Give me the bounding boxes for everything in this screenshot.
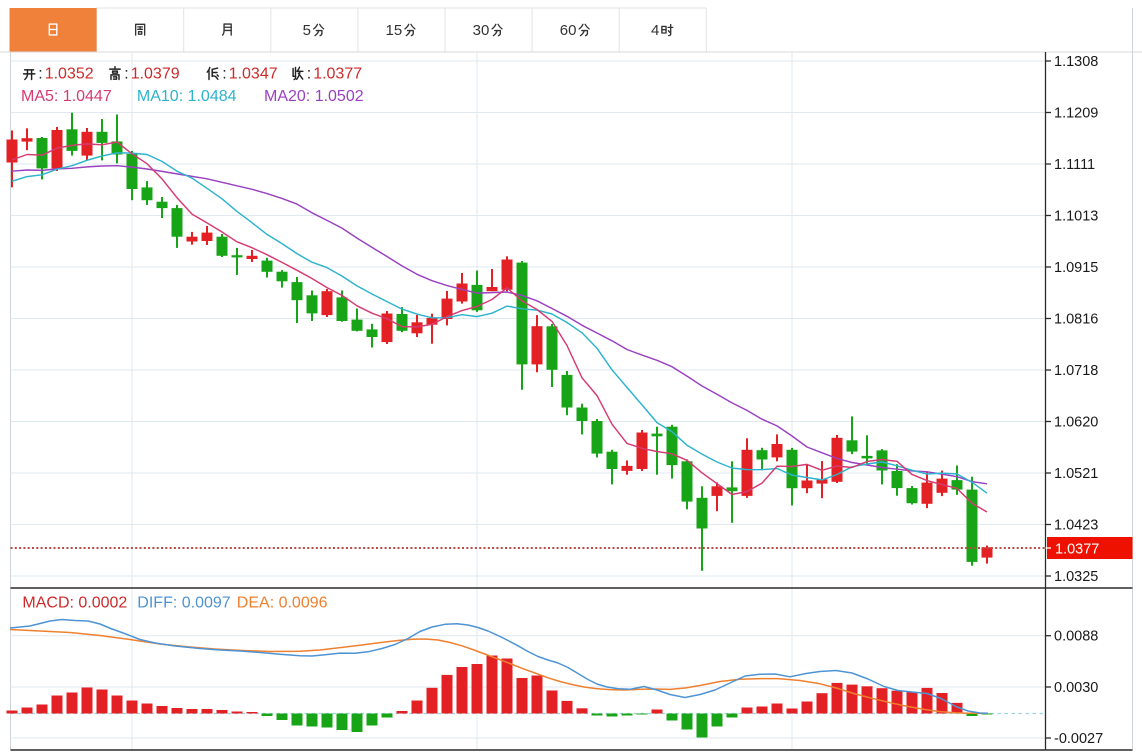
svg-text:MA10: 1.0484: MA10: 1.0484: [137, 88, 237, 105]
svg-text:-0.0027: -0.0027: [1054, 731, 1103, 747]
svg-text:1.0379: 1.0379: [131, 66, 180, 83]
svg-text:1.0347: 1.0347: [229, 66, 278, 83]
svg-text::: :: [38, 66, 42, 83]
svg-text:1.0915: 1.0915: [1054, 260, 1098, 276]
svg-text:1.1111: 1.1111: [1054, 157, 1095, 173]
svg-text:MA5: 1.0447: MA5: 1.0447: [21, 88, 112, 105]
svg-text:15: 15: [386, 22, 403, 39]
svg-text:1.0325: 1.0325: [1054, 569, 1098, 585]
svg-text:1.0718: 1.0718: [1054, 363, 1098, 379]
svg-text:DEA: 0.0096: DEA: 0.0096: [237, 595, 328, 612]
svg-text:1.1209: 1.1209: [1054, 106, 1098, 122]
svg-text:MA20: 1.0502: MA20: 1.0502: [264, 88, 364, 105]
svg-text:60: 60: [560, 22, 577, 39]
svg-text:4: 4: [651, 22, 659, 39]
svg-text::: :: [222, 66, 226, 83]
svg-text::: :: [124, 66, 128, 83]
svg-text:DIFF: 0.0097: DIFF: 0.0097: [137, 595, 230, 612]
svg-text:1.0620: 1.0620: [1054, 415, 1098, 431]
svg-text:1.0377: 1.0377: [1055, 542, 1099, 558]
svg-text:1.0816: 1.0816: [1054, 312, 1098, 328]
svg-text:1.0352: 1.0352: [45, 66, 94, 83]
svg-text:30: 30: [473, 22, 490, 39]
svg-text:0.0088: 0.0088: [1054, 629, 1098, 645]
svg-text:0.0030: 0.0030: [1054, 680, 1098, 696]
svg-text:1.0521: 1.0521: [1054, 466, 1098, 482]
svg-text:1.1308: 1.1308: [1054, 54, 1098, 70]
svg-text:5: 5: [303, 22, 311, 39]
svg-text:1.0423: 1.0423: [1054, 518, 1098, 534]
svg-text:1.1013: 1.1013: [1054, 209, 1098, 225]
svg-text::: :: [307, 66, 311, 83]
svg-text:1.0377: 1.0377: [313, 66, 362, 83]
svg-text:MACD: 0.0002: MACD: 0.0002: [22, 595, 127, 612]
